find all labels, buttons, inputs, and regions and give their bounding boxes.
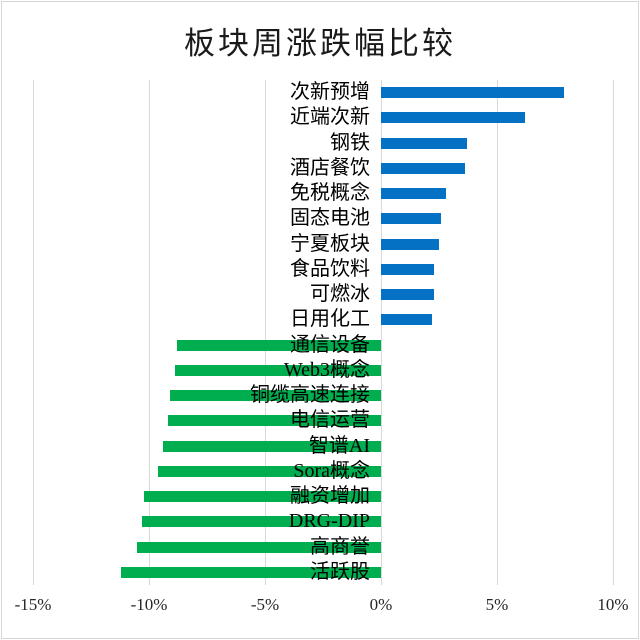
bar-row: 高商誉 bbox=[33, 535, 613, 560]
bar-row: 铜缆高速连接 bbox=[33, 383, 613, 408]
x-tick-label: -5% bbox=[250, 595, 280, 614]
bar-row: 次新预增 bbox=[33, 80, 613, 105]
bar-row: 钢铁 bbox=[33, 131, 613, 156]
bar-row: 电信运营 bbox=[33, 408, 613, 433]
x-axis: -15% -10% -5% 0% 5% 10% bbox=[0, 595, 640, 621]
bar-row: 活跃股 bbox=[33, 560, 613, 585]
bar-row: Sora概念 bbox=[33, 459, 613, 484]
x-tick-label: 0% bbox=[369, 595, 393, 614]
category-label: 高商誉 bbox=[310, 535, 370, 558]
category-label: Sora概念 bbox=[293, 459, 370, 482]
gridline bbox=[32, 80, 34, 585]
category-label: 通信设备 bbox=[290, 333, 370, 356]
positive-bar bbox=[381, 263, 435, 275]
category-label: 免税概念 bbox=[290, 182, 370, 205]
category-label: 食品饮料 bbox=[290, 257, 370, 280]
positive-bar bbox=[381, 289, 435, 301]
bar-row: 融资增加 bbox=[33, 484, 613, 509]
category-label: Web3概念 bbox=[283, 358, 370, 381]
gridline bbox=[148, 80, 150, 585]
category-label: 近端次新 bbox=[290, 106, 370, 129]
positive-bar bbox=[381, 137, 467, 149]
bar-row: 食品饮料 bbox=[33, 257, 613, 282]
category-label: 日用化工 bbox=[290, 308, 370, 331]
bar-row: 酒店餐饮 bbox=[33, 156, 613, 181]
bar-row: 智谱AI bbox=[33, 434, 613, 459]
category-label: 钢铁 bbox=[330, 131, 370, 154]
x-tick-label: -10% bbox=[130, 595, 168, 614]
negative-bar bbox=[121, 566, 381, 578]
chart-title: 板块周涨跌幅比较 bbox=[184, 26, 456, 61]
negative-bar bbox=[169, 390, 381, 402]
negative-bar bbox=[144, 491, 381, 503]
positive-bar bbox=[381, 162, 465, 174]
category-label: 智谱AI bbox=[308, 434, 370, 457]
gridline bbox=[264, 80, 266, 585]
positive-bar bbox=[381, 112, 525, 124]
negative-bar bbox=[142, 516, 381, 528]
gridline bbox=[612, 80, 614, 585]
negative-bar bbox=[162, 440, 381, 452]
positive-bar bbox=[381, 238, 439, 250]
negative-bar bbox=[137, 541, 381, 553]
bar-row: 固态电池 bbox=[33, 206, 613, 231]
category-label: 固态电池 bbox=[290, 207, 370, 230]
bar-row: 宁夏板块 bbox=[33, 232, 613, 257]
negative-bar bbox=[174, 364, 381, 376]
category-label: 电信运营 bbox=[290, 409, 370, 432]
category-label: 可燃冰 bbox=[310, 283, 370, 306]
bar-row: 可燃冰 bbox=[33, 282, 613, 307]
negative-bar bbox=[158, 465, 381, 477]
bar-row: 近端次新 bbox=[33, 105, 613, 130]
x-tick-label: 10% bbox=[597, 595, 629, 614]
positive-bar bbox=[381, 188, 446, 200]
gridline bbox=[496, 80, 498, 585]
category-label: 次新预增 bbox=[290, 81, 370, 104]
bar-row: Web3概念 bbox=[33, 358, 613, 383]
category-label: DRG-DIP bbox=[288, 510, 370, 533]
bar-row: 通信设备 bbox=[33, 333, 613, 358]
category-label: 宁夏板块 bbox=[290, 232, 370, 255]
x-tick-label: 5% bbox=[485, 595, 509, 614]
negative-bar bbox=[167, 415, 381, 427]
category-label: 酒店餐饮 bbox=[290, 156, 370, 179]
positive-bar bbox=[381, 213, 442, 225]
category-label: 融资增加 bbox=[290, 485, 370, 508]
category-label: 活跃股 bbox=[310, 560, 370, 583]
category-label: 铜缆高速连接 bbox=[250, 384, 370, 407]
bar-row: DRG-DIP bbox=[33, 509, 613, 534]
positive-bar bbox=[381, 87, 565, 99]
plot-area: 次新预增 近端次新 钢铁 酒店餐饮免税概念 固态电池 宁夏板块 食品饮料可燃冰 日用化工 通信设… bbox=[32, 80, 614, 585]
positive-bar bbox=[381, 314, 433, 326]
bar-row: 日用化工 bbox=[33, 307, 613, 332]
negative-bar bbox=[176, 339, 381, 351]
gridline bbox=[380, 80, 382, 585]
x-tick-label: -15% bbox=[14, 595, 52, 614]
bar-row: 免税概念 bbox=[33, 181, 613, 206]
